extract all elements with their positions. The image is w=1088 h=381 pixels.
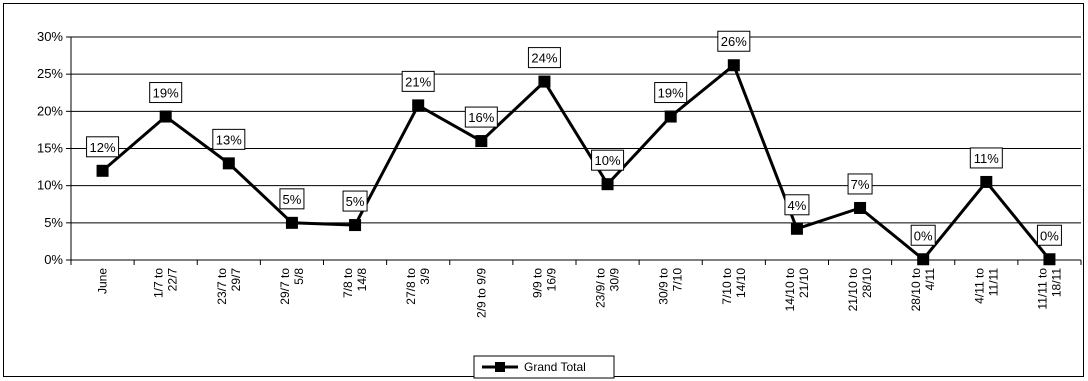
data-label: 16% <box>468 110 494 125</box>
x-category-label: 18/11 <box>1049 268 1063 297</box>
data-label: 11% <box>974 151 999 166</box>
data-point-marker <box>980 175 993 188</box>
data-label-box <box>527 47 561 69</box>
data-label-box <box>342 190 368 212</box>
data-point-marker <box>917 253 930 266</box>
data-label: 4% <box>788 198 807 213</box>
x-category-label: June <box>96 268 110 294</box>
x-category-label: 3/9 <box>418 268 432 285</box>
data-point-marker <box>664 110 677 123</box>
x-category-label: 2/9 to 9/9 <box>474 268 488 318</box>
data-point-marker <box>159 110 172 123</box>
y-tick-label: 0% <box>44 252 63 267</box>
x-category-label: 14/10 <box>734 268 748 298</box>
data-point-marker <box>349 219 362 232</box>
x-category-label: 7/10 <box>671 268 685 292</box>
x-category-label: 30/9 to <box>657 268 671 305</box>
data-point-marker <box>222 157 235 170</box>
data-point-marker <box>475 135 488 148</box>
data-label: 5% <box>346 194 365 209</box>
data-label: 0% <box>914 228 933 243</box>
x-category-label: 22/7 <box>166 268 180 292</box>
data-label: 21% <box>405 74 431 89</box>
x-category-label: 23/9/ to <box>594 268 608 308</box>
x-category-label: 11/11 <box>986 268 1000 297</box>
data-point-marker <box>412 99 425 112</box>
y-tick-label: 30% <box>37 29 63 44</box>
data-label-box <box>86 136 120 158</box>
x-category-label: 27/8 to <box>404 268 418 305</box>
data-label-box <box>401 70 435 92</box>
x-category-label: 30/9 <box>608 268 622 292</box>
data-label: 24% <box>531 51 557 66</box>
x-category-label: 29/7 <box>229 268 243 292</box>
legend-marker-swatch <box>495 362 505 372</box>
series-line-grand-total <box>101 62 1051 262</box>
data-label: 12% <box>90 140 116 155</box>
data-point-marker <box>538 75 551 88</box>
data-label-box <box>847 173 873 195</box>
data-point-marker <box>727 59 740 72</box>
data-label-box <box>784 194 810 216</box>
data-label: 19% <box>658 86 684 101</box>
data-label-box <box>464 106 498 128</box>
data-point-marker <box>96 164 109 177</box>
x-category-label: 9/9 to <box>530 268 544 298</box>
data-label-box <box>279 188 305 210</box>
data-label-box <box>1036 224 1062 246</box>
data-label: 26% <box>721 34 747 49</box>
y-tick-label: 15% <box>37 141 63 156</box>
data-label: 5% <box>283 192 302 207</box>
y-tick-label: 25% <box>37 66 63 81</box>
x-category-label: 14/10 to <box>783 268 797 312</box>
data-label-box <box>717 30 751 52</box>
legend-label: Grand Total <box>524 360 586 374</box>
data-label-box <box>591 149 625 171</box>
data-label: 13% <box>216 132 242 147</box>
data-label-box <box>149 82 183 104</box>
x-category-label: 21/10 to <box>846 268 860 312</box>
x-category-label: 11/11 to <box>1035 268 1049 310</box>
data-label: 10% <box>595 153 621 168</box>
data-point-marker <box>601 178 614 191</box>
x-category-label: 28/10 <box>860 268 874 298</box>
x-category-label: 14/8 <box>355 268 369 292</box>
data-label: 0% <box>1040 228 1059 243</box>
x-category-label: 7/8 to <box>341 268 355 298</box>
data-label-box <box>910 224 936 246</box>
data-label-box <box>212 128 246 150</box>
x-category-label: 4/11 <box>923 268 937 291</box>
y-tick-label: 5% <box>44 215 63 230</box>
data-label-box <box>969 147 1003 169</box>
x-category-label: 1/7 to <box>152 268 166 298</box>
data-point-marker <box>285 216 298 229</box>
data-point-marker <box>854 201 867 214</box>
data-point-marker <box>790 222 803 235</box>
y-tick-label: 10% <box>37 178 63 193</box>
x-category-label: 28/10 to <box>909 268 923 312</box>
x-category-label: 4/11 to <box>972 268 986 304</box>
data-label: 19% <box>153 86 179 101</box>
x-category-label: 21/10 <box>797 268 811 298</box>
data-label-box <box>654 82 688 104</box>
x-category-label: 5/8 <box>292 268 306 285</box>
x-category-label: 7/10 to <box>720 268 734 305</box>
data-point-marker <box>1043 253 1056 266</box>
legend-box <box>473 355 615 379</box>
x-category-label: 29/7 to <box>278 268 292 305</box>
x-category-label: 23/7 to <box>215 268 229 305</box>
data-label: 7% <box>851 177 870 192</box>
y-tick-label: 20% <box>37 103 63 118</box>
x-category-label: 16/9 <box>544 268 558 292</box>
